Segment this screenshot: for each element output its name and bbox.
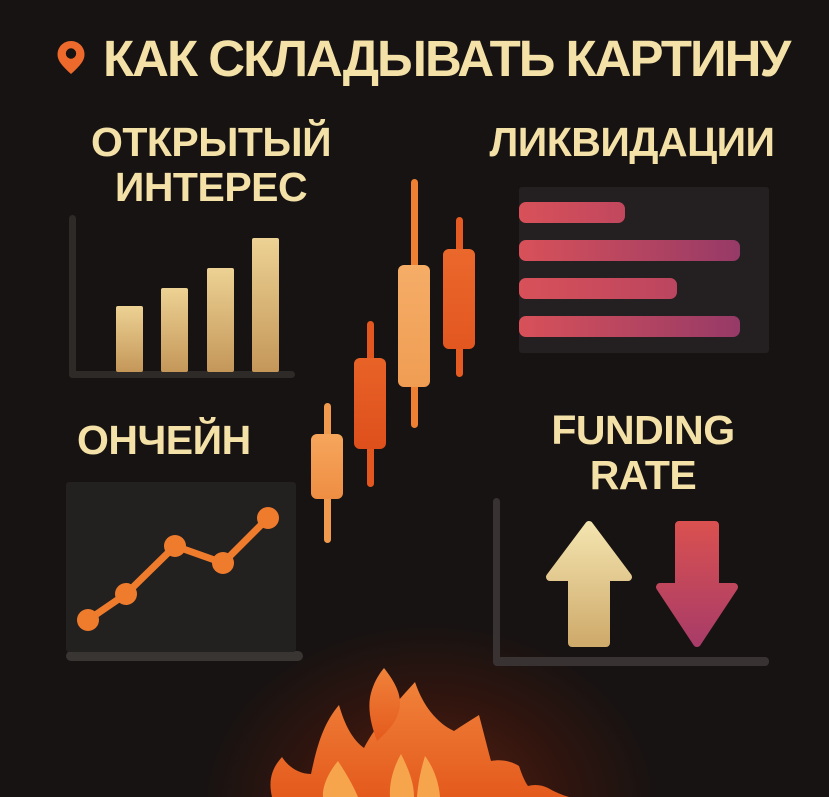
arrow-down-icon bbox=[656, 521, 738, 647]
open-interest-bar bbox=[161, 288, 189, 372]
bar-group bbox=[519, 187, 769, 353]
flame-inner-petal bbox=[417, 756, 440, 797]
open-interest-bar bbox=[116, 306, 143, 372]
section-title-open-interest: ОТКРЫТЫЙ ИНТЕРЕС bbox=[60, 120, 362, 210]
candle-wick bbox=[410, 179, 418, 428]
liquidations-title: ЛИКВИДАЦИИ bbox=[489, 119, 775, 165]
page-title: КАК СКЛАДЫВАТЬ КАРТИНУ bbox=[103, 30, 791, 87]
liquidation-bar bbox=[519, 202, 625, 223]
line-point bbox=[164, 535, 186, 557]
location-pin-icon bbox=[57, 41, 85, 74]
line-point bbox=[115, 583, 137, 605]
candle-body bbox=[443, 249, 475, 349]
funding-title-line1: FUNDING bbox=[551, 407, 735, 453]
flame-icon bbox=[270, 668, 569, 797]
section-title-funding-rate: FUNDING RATE bbox=[498, 408, 788, 498]
onchain-title: ОНЧЕЙН bbox=[77, 417, 251, 463]
y-axis bbox=[493, 498, 500, 663]
funding-title-line2: RATE bbox=[589, 452, 697, 498]
line-point bbox=[257, 507, 279, 529]
line-point bbox=[77, 609, 99, 631]
line-point bbox=[212, 552, 234, 574]
flame-body bbox=[270, 682, 569, 797]
liquidation-bar bbox=[519, 240, 740, 261]
flame-inner-petal bbox=[389, 754, 414, 797]
line-series bbox=[84, 514, 272, 624]
flame-inner-petal bbox=[322, 761, 358, 797]
bar-group bbox=[66, 215, 298, 381]
y-axis bbox=[69, 215, 76, 378]
candle-body bbox=[354, 358, 386, 449]
section-title-liquidations: ЛИКВИДАЦИИ bbox=[482, 120, 782, 165]
candle-body bbox=[398, 265, 430, 387]
line-chart-svg bbox=[77, 507, 279, 631]
flame-tongue bbox=[369, 668, 401, 741]
section-title-onchain: ОНЧЕЙН bbox=[77, 418, 251, 463]
x-axis bbox=[493, 657, 769, 666]
open-interest-bar bbox=[206, 268, 234, 372]
liquidations-panel bbox=[519, 187, 769, 353]
candle-wick bbox=[455, 217, 463, 377]
open-interest-title-line1: ОТКРЫТЫЙ bbox=[90, 119, 332, 165]
liquidation-bar bbox=[519, 278, 677, 299]
arrow-up-icon bbox=[546, 521, 632, 647]
candle-wick bbox=[323, 403, 331, 543]
onchain-panel-base bbox=[66, 651, 303, 661]
open-interest-title-line2: ИНТЕРЕС bbox=[114, 164, 308, 210]
candle-wick bbox=[366, 321, 374, 487]
open-interest-bar-chart bbox=[66, 215, 298, 381]
liquidation-bar bbox=[519, 316, 740, 337]
x-axis bbox=[69, 371, 295, 378]
candle-body bbox=[311, 434, 343, 499]
open-interest-bar bbox=[251, 238, 279, 372]
onchain-line-chart bbox=[66, 482, 296, 652]
